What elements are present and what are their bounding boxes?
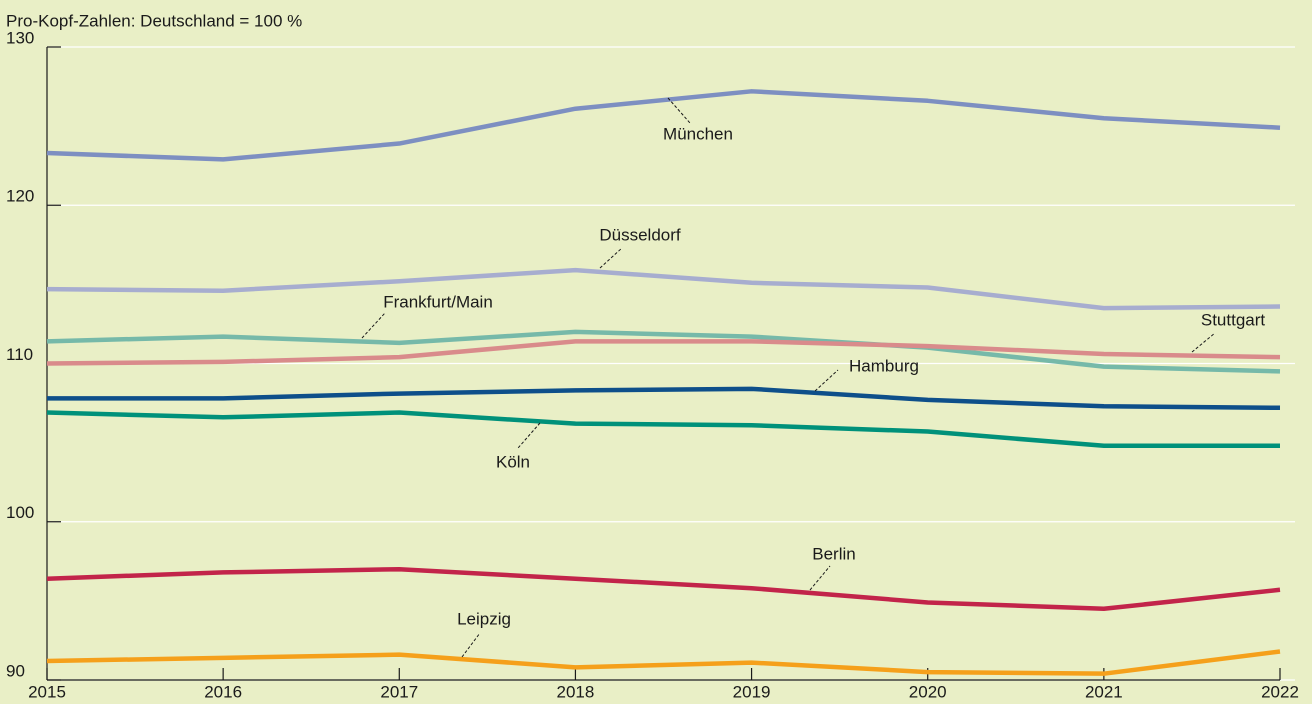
series-label: Frankfurt/Main xyxy=(383,292,493,311)
chart-title: Pro-Kopf-Zahlen: Deutschland = 100 % xyxy=(6,11,302,30)
x-tick-label: 2016 xyxy=(204,682,242,701)
label-leader xyxy=(809,565,831,591)
series-line xyxy=(46,649,1281,676)
label-leader xyxy=(517,422,541,449)
x-tick-label: 2018 xyxy=(557,682,595,701)
y-tick-label: 120 xyxy=(6,187,34,206)
label-leader xyxy=(361,312,386,339)
series-label: Köln xyxy=(496,452,530,471)
series-label: Leipzig xyxy=(457,609,511,628)
y-tick-label: 100 xyxy=(6,503,34,522)
series-label: Hamburg xyxy=(849,356,919,375)
label-leader xyxy=(1191,332,1216,353)
x-tick-label: 2019 xyxy=(733,682,771,701)
label-leader xyxy=(667,97,691,124)
label-leader xyxy=(599,247,623,269)
y-tick-label: 130 xyxy=(6,28,34,47)
series-line xyxy=(46,339,1281,366)
x-tick-label: 2017 xyxy=(380,682,418,701)
series-label: München xyxy=(663,124,733,143)
y-tick-label: 90 xyxy=(6,661,25,680)
series-line xyxy=(46,89,1281,162)
x-tick-label: 2021 xyxy=(1085,682,1123,701)
series-label: Düsseldorf xyxy=(599,225,681,244)
series-line xyxy=(46,566,1281,612)
x-tick-label: 2022 xyxy=(1261,682,1299,701)
series-line xyxy=(47,386,1281,411)
series-label: Stuttgart xyxy=(1201,310,1266,329)
series-line xyxy=(46,410,1280,449)
y-tick-label: 110 xyxy=(6,345,33,364)
series-label: Berlin xyxy=(812,544,855,563)
series-line xyxy=(46,267,1281,311)
x-tick-label: 2020 xyxy=(909,682,947,701)
x-tick-label: 2015 xyxy=(28,682,66,701)
series-line xyxy=(46,329,1281,374)
label-leader xyxy=(814,369,839,392)
label-leader xyxy=(461,632,481,658)
